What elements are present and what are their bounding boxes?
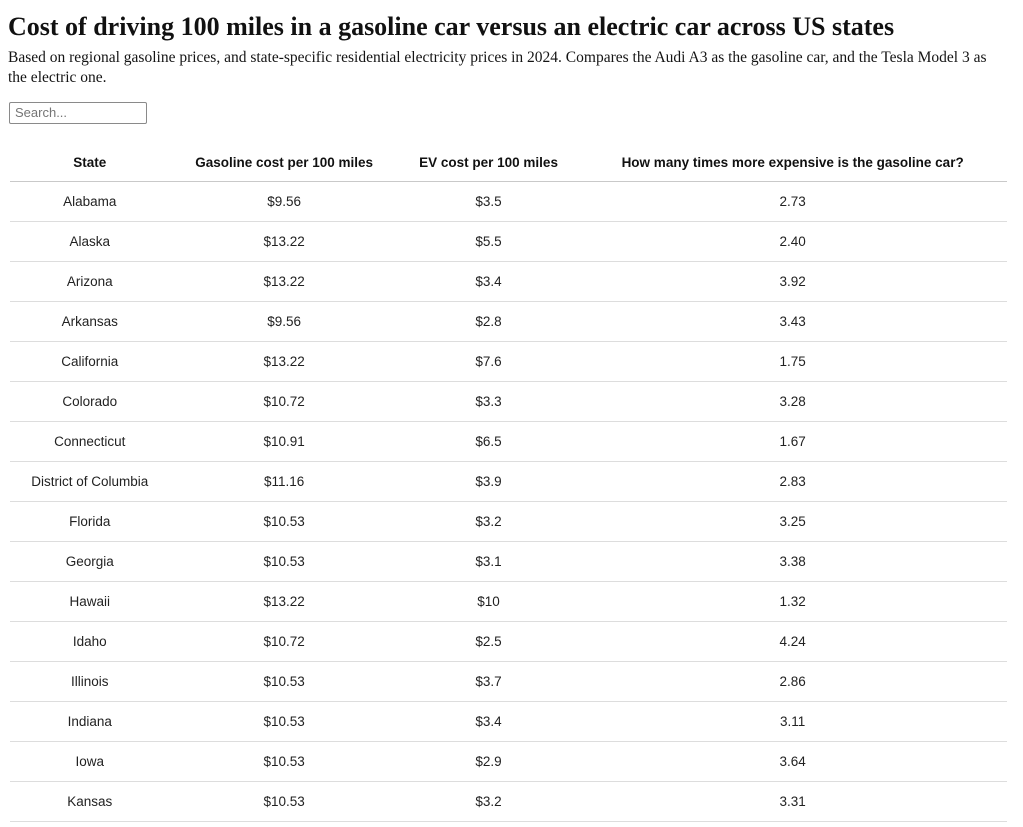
cell-ev-cost: $3.2 [398, 501, 579, 543]
page-title: Cost of driving 100 miles in a gasoline … [8, 12, 895, 41]
cell-state: Kansas [10, 781, 170, 823]
cell-ev-cost: $3.2 [398, 781, 579, 823]
cell-ev-cost: $3.1 [398, 541, 579, 583]
cell-ev-cost: $7.6 [398, 341, 579, 383]
cell-ratio: 2.83 [578, 461, 1007, 503]
cell-state: Arkansas [10, 301, 170, 343]
table-body: Alabama $9.56 $3.5 2.73 Alaska $13.22 $5.5 2.40… [10, 181, 1007, 823]
cell-ev-cost: $3.9 [398, 461, 579, 503]
table-row: Hawaii $13.22 $10 1.32 [10, 581, 1007, 623]
cell-ratio: 2.86 [578, 661, 1007, 703]
cell-ratio: 1.32 [578, 581, 1007, 623]
cell-state: Hawaii [10, 581, 170, 623]
cell-gasoline-cost: $10.53 [169, 781, 399, 823]
table-header-row: State Gasoline cost per 100 miles EV cos… [10, 143, 1007, 183]
cell-ratio: 1.75 [578, 341, 1007, 383]
column-header-gasoline-cost: Gasoline cost per 100 miles [169, 143, 399, 183]
cell-ratio: 4.24 [578, 621, 1007, 663]
cell-gasoline-cost: $13.22 [169, 341, 399, 383]
cell-gasoline-cost: $10.53 [169, 661, 399, 703]
table-row: Alabama $9.56 $3.5 2.73 [10, 181, 1007, 223]
cell-state: Georgia [10, 541, 170, 583]
cell-ratio: 3.38 [578, 541, 1007, 583]
cell-ev-cost: $2.8 [398, 301, 579, 343]
cell-gasoline-cost: $10.91 [169, 421, 399, 463]
cell-state: Alabama [10, 181, 170, 223]
cell-ev-cost: $2.5 [398, 621, 579, 663]
table-row: District of Columbia $11.16 $3.9 2.83 [10, 461, 1007, 503]
cell-gasoline-cost: $13.22 [169, 261, 399, 303]
cell-ev-cost: $6.5 [398, 421, 579, 463]
cell-ev-cost: $3.4 [398, 261, 579, 303]
cell-state: Arizona [10, 261, 170, 303]
cell-ratio: 3.11 [578, 701, 1007, 743]
cell-ratio: 3.31 [578, 781, 1007, 823]
cell-state: Colorado [10, 381, 170, 423]
table-header: State Gasoline cost per 100 miles EV cos… [10, 143, 1007, 183]
table-row: Connecticut $10.91 $6.5 1.67 [10, 421, 1007, 463]
cell-ev-cost: $3.7 [398, 661, 579, 703]
cell-ratio: 1.67 [578, 421, 1007, 463]
cell-ratio: 3.92 [578, 261, 1007, 303]
table-row: Colorado $10.72 $3.3 3.28 [10, 381, 1007, 423]
cell-gasoline-cost: $10.53 [169, 701, 399, 743]
cell-state: District of Columbia [10, 461, 170, 503]
table-row: California $13.22 $7.6 1.75 [10, 341, 1007, 383]
cell-ratio: 3.43 [578, 301, 1007, 343]
column-header-state: State [10, 143, 170, 183]
cell-gasoline-cost: $10.72 [169, 381, 399, 423]
cell-gasoline-cost: $13.22 [169, 581, 399, 623]
table-row: Alaska $13.22 $5.5 2.40 [10, 221, 1007, 263]
cell-ev-cost: $5.5 [398, 221, 579, 263]
table-row: Arkansas $9.56 $2.8 3.43 [10, 301, 1007, 343]
cell-state: Connecticut [10, 421, 170, 463]
column-header-ev-cost: EV cost per 100 miles [398, 143, 579, 183]
cost-table: State Gasoline cost per 100 miles EV cos… [10, 143, 1007, 823]
cell-gasoline-cost: $10.53 [169, 741, 399, 783]
cell-state: Indiana [10, 701, 170, 743]
cell-ev-cost: $3.5 [398, 181, 579, 223]
search-input[interactable] [9, 101, 147, 124]
column-header-ratio: How many times more expensive is the gas… [578, 143, 1007, 183]
table-row: Georgia $10.53 $3.1 3.38 [10, 541, 1007, 583]
cell-gasoline-cost: $10.53 [169, 541, 399, 583]
cell-ratio: 3.28 [578, 381, 1007, 423]
page-subtitle: Based on regional gasoline prices, and s… [8, 48, 987, 86]
cell-gasoline-cost: $11.16 [169, 461, 399, 503]
table-row: Arizona $13.22 $3.4 3.92 [10, 261, 1007, 303]
cell-ev-cost: $3.3 [398, 381, 579, 423]
table-row: Idaho $10.72 $2.5 4.24 [10, 621, 1007, 663]
table-row: Iowa $10.53 $2.9 3.64 [10, 741, 1007, 783]
table-row: Indiana $10.53 $3.4 3.11 [10, 701, 1007, 743]
cell-state: California [10, 341, 170, 383]
table-row: Illinois $10.53 $3.7 2.86 [10, 661, 1007, 703]
cell-ev-cost: $10 [398, 581, 579, 623]
cell-state: Alaska [10, 221, 170, 263]
cell-ratio: 2.40 [578, 221, 1007, 263]
cell-state: Illinois [10, 661, 170, 703]
cell-ratio: 3.25 [578, 501, 1007, 543]
table-row: Kansas $10.53 $3.2 3.31 [10, 781, 1007, 823]
cell-state: Idaho [10, 621, 170, 663]
cell-state: Florida [10, 501, 170, 543]
cell-state: Iowa [10, 741, 170, 783]
search-container [9, 101, 1015, 124]
cell-ev-cost: $2.9 [398, 741, 579, 783]
cell-ratio: 2.73 [578, 181, 1007, 223]
cell-ratio: 3.64 [578, 741, 1007, 783]
cell-ev-cost: $3.4 [398, 701, 579, 743]
cell-gasoline-cost: $10.72 [169, 621, 399, 663]
cell-gasoline-cost: $10.53 [169, 501, 399, 543]
table-row: Florida $10.53 $3.2 3.25 [10, 501, 1007, 543]
cell-gasoline-cost: $9.56 [169, 181, 399, 223]
cell-gasoline-cost: $9.56 [169, 301, 399, 343]
cell-gasoline-cost: $13.22 [169, 221, 399, 263]
